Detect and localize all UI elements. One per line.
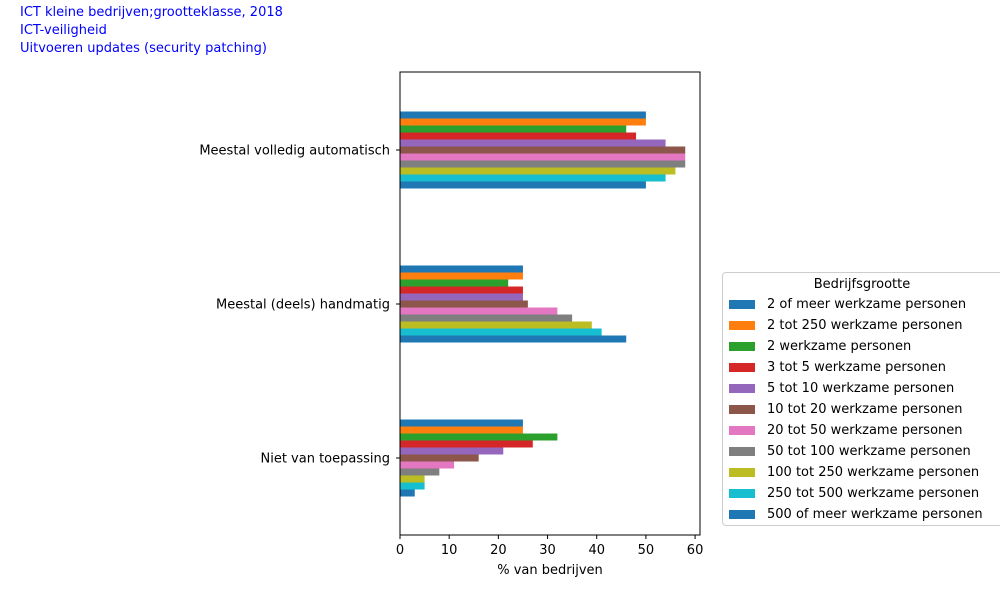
bar [400, 146, 686, 154]
x-axis-label: % van bedrijven [497, 563, 603, 578]
legend-swatch [729, 383, 755, 393]
bar [400, 300, 528, 308]
bar [400, 265, 523, 273]
bar [400, 286, 523, 294]
legend-label: 10 tot 20 werkzame personen [767, 401, 963, 417]
bar [400, 160, 686, 168]
x-tick-label: 10 [441, 543, 458, 558]
legend-item: 2 tot 250 werkzame personen [729, 316, 963, 334]
bar [400, 475, 425, 483]
title-line-3: Uitvoeren updates (security patching) [20, 41, 267, 56]
legend-item: 250 tot 500 werkzame personen [729, 484, 979, 502]
legend-swatch [729, 509, 755, 519]
legend-label: 250 tot 500 werkzame personen [767, 485, 980, 501]
bar [400, 125, 627, 133]
x-tick-label: 60 [687, 543, 704, 558]
y-tick-label: Meestal (deels) handmatig [216, 298, 390, 313]
legend-item: 500 of meer werkzame personen [729, 505, 983, 523]
legend-swatch [729, 446, 755, 456]
legend-item: 5 tot 10 werkzame personen [729, 379, 954, 397]
bar [400, 181, 646, 189]
legend-label: 500 of meer werkzame personen [767, 506, 983, 522]
legend-label: 50 tot 100 werkzame personen [767, 443, 971, 459]
legend-swatch [729, 362, 755, 372]
bar [400, 328, 602, 336]
legend: Bedrijfsgrootte 2 of meer werkzame perso… [722, 272, 1000, 526]
title-line-1: ICT kleine bedrijven;grootteklasse, 2018 [20, 5, 283, 20]
legend-swatch [729, 467, 755, 477]
x-tick-label: 40 [588, 543, 605, 558]
legend-item: 3 tot 5 werkzame personen [729, 358, 946, 376]
bar [400, 153, 686, 161]
bar [400, 307, 558, 315]
bar [400, 419, 523, 427]
bar [400, 279, 509, 287]
legend-title: Bedrijfsgrootte [813, 277, 911, 292]
bar [400, 321, 592, 329]
bar [400, 468, 440, 476]
x-tick-label: 50 [638, 543, 655, 558]
bar [400, 426, 523, 434]
legend-swatch [729, 404, 755, 414]
legend-label: 5 tot 10 werkzame personen [767, 380, 955, 396]
legend-item: 2 of meer werkzame personen [729, 295, 966, 313]
legend-label: 2 of meer werkzame personen [767, 296, 967, 312]
bar [400, 118, 646, 126]
bar [400, 454, 479, 462]
bar [400, 174, 666, 182]
bar [400, 272, 523, 280]
legend-item: 20 tot 50 werkzame personen [729, 421, 963, 439]
x-tick-label: 30 [539, 543, 556, 558]
legend-swatch [729, 341, 755, 351]
x-tick-label: 20 [490, 543, 507, 558]
bar [400, 440, 533, 448]
title-line-2: ICT-veiligheid [20, 23, 107, 38]
bar [400, 167, 676, 175]
legend-item: 50 tot 100 werkzame personen [729, 442, 971, 460]
legend-item: 10 tot 20 werkzame personen [729, 400, 963, 418]
bar [400, 489, 415, 497]
plot-frame [399, 71, 701, 536]
legend-label: 3 tot 5 werkzame personen [767, 359, 946, 375]
legend-label: 20 tot 50 werkzame personen [767, 422, 963, 438]
legend-swatch [729, 320, 755, 330]
legend-label: 2 werkzame personen [767, 338, 912, 354]
x-tick-label: 0 [396, 543, 404, 558]
legend-swatch [729, 488, 755, 498]
legend-label: 2 tot 250 werkzame personen [767, 317, 963, 333]
legend-item: 100 tot 250 werkzame personen [729, 463, 979, 481]
y-tick-label: Meestal volledig automatisch [199, 144, 390, 159]
bar [400, 461, 455, 469]
bar [400, 132, 637, 140]
bar [400, 314, 573, 322]
bar [400, 335, 627, 343]
bar [400, 433, 558, 441]
bar [400, 482, 425, 490]
legend-label: 100 tot 250 werkzame personen [767, 464, 980, 480]
legend-swatch [729, 299, 755, 309]
bar [400, 293, 523, 301]
bar [400, 139, 666, 147]
bar [400, 111, 646, 119]
bar [400, 447, 504, 455]
legend-swatch [729, 425, 755, 435]
legend-item: 2 werkzame personen [729, 337, 911, 355]
y-tick-label: Niet van toepassing [260, 452, 390, 467]
